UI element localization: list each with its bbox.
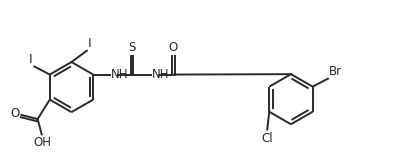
Text: S: S <box>128 41 135 54</box>
Text: NH: NH <box>111 68 129 81</box>
Text: Br: Br <box>329 65 342 78</box>
Text: O: O <box>10 107 20 120</box>
Text: O: O <box>168 41 178 54</box>
Text: OH: OH <box>33 136 51 149</box>
Text: NH: NH <box>152 68 170 81</box>
Text: I: I <box>88 37 92 50</box>
Text: I: I <box>29 53 33 66</box>
Text: Cl: Cl <box>261 132 273 145</box>
